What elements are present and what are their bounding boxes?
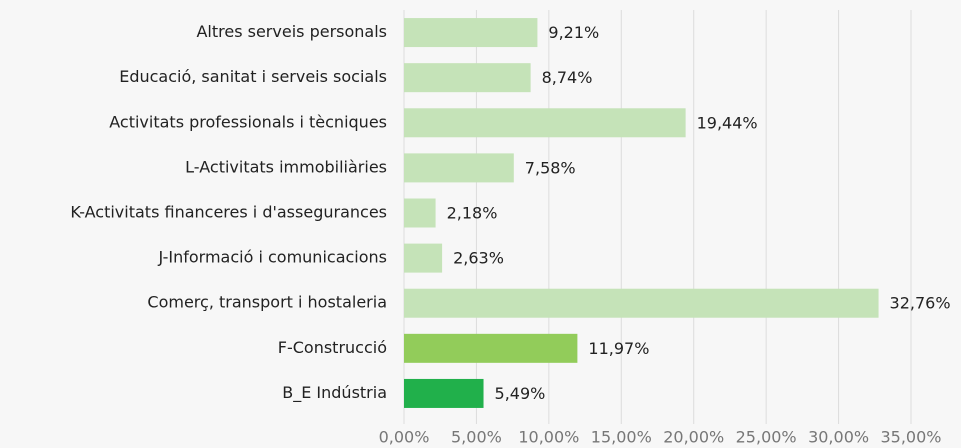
value-label: 11,97% [588, 339, 649, 358]
value-label: 2,18% [447, 204, 498, 223]
bar [404, 18, 538, 48]
y-tick-label: Educació, sanitat i serveis socials [119, 67, 387, 86]
x-tick-label: 5,00% [451, 428, 502, 447]
y-tick-label: Activitats professionals i tècniques [109, 112, 387, 131]
x-tick-label: 30,00% [808, 428, 869, 447]
value-label: 8,74% [542, 68, 593, 87]
x-tick-label: 0,00% [379, 428, 430, 447]
x-tick-label: 15,00% [591, 428, 652, 447]
bar [404, 288, 879, 318]
bar [404, 378, 484, 408]
value-label: 7,58% [525, 158, 576, 177]
y-tick-label: Comerç, transport i hostaleria [147, 293, 387, 312]
y-tick-label: B_E Indústria [282, 383, 387, 403]
y-tick-label: L-Activitats immobiliàries [185, 157, 387, 176]
value-label: 5,49% [495, 384, 546, 403]
value-label: 2,63% [453, 249, 504, 268]
y-tick-label: K-Activitats financeres i d'assegurances [70, 203, 387, 222]
bar [404, 63, 531, 93]
bar [404, 333, 578, 363]
bar [404, 153, 514, 183]
value-label: 9,21% [548, 23, 599, 42]
x-tick-label: 25,00% [736, 428, 797, 447]
x-tick-label: 20,00% [663, 428, 724, 447]
value-label: 19,44% [697, 113, 758, 132]
value-label: 32,76% [890, 294, 951, 313]
x-tick-label: 10,00% [518, 428, 579, 447]
bar [404, 108, 686, 138]
y-tick-label: J-Informació i comunicacions [157, 248, 387, 267]
bar [404, 243, 443, 273]
y-tick-label: Altres serveis personals [196, 22, 387, 41]
x-tick-label: 35,00% [880, 428, 941, 447]
y-tick-label: F-Construcció [278, 338, 387, 357]
bar [404, 198, 436, 228]
